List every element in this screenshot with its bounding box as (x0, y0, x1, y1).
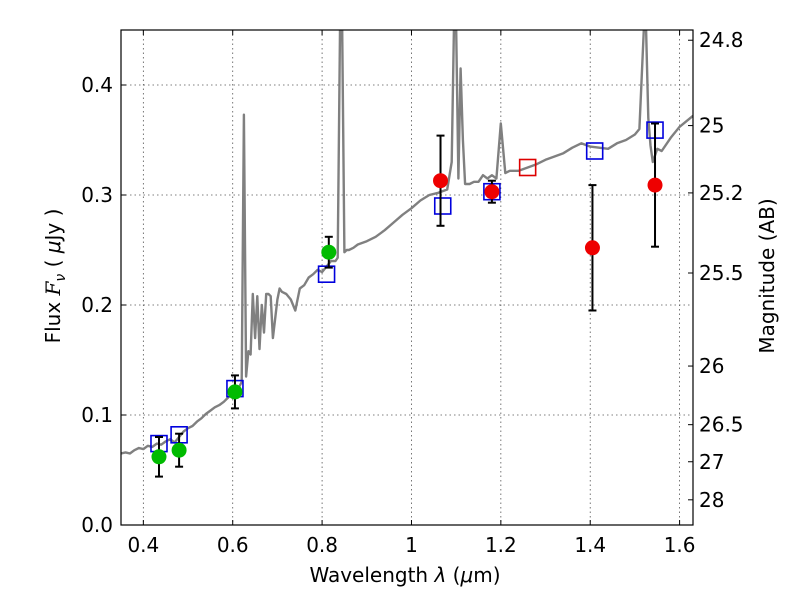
y-tick-label: 0.0 (81, 513, 113, 537)
photometry-point (433, 173, 449, 189)
y-axis-label-prefix: Flux (41, 295, 65, 343)
x-tick-label: 0.6 (217, 533, 249, 557)
y2-tick-label: 26.5 (699, 413, 744, 437)
y2-tick-label: 25.2 (699, 181, 744, 205)
y-axis-label-mu: μ (41, 240, 65, 254)
x-tick-label: 1.6 (664, 533, 696, 557)
model-photometry-square (585, 142, 604, 160)
photometry-point (151, 449, 167, 465)
photometry-point (227, 384, 243, 400)
y2-tick-label: 28 (699, 488, 724, 512)
y-axis-label-unit-open: ( (41, 253, 65, 274)
y2-tick-label: 27 (699, 450, 724, 474)
photometry-point (321, 244, 337, 260)
y2-tick-label: 24.8 (699, 28, 744, 52)
photometry-point (584, 240, 600, 256)
x-axis-label-prefix: Wavelength (309, 563, 434, 587)
axes-ticks: 0.4 0.6 0.8 1 1.2 1.4 1.6 0.0 0.1 0.2 0.3 0.4 24.8 25… (81, 28, 743, 557)
photometry-point (647, 177, 663, 193)
y-tick-label: 0.3 (81, 183, 113, 207)
x-tick-label: 1.2 (485, 533, 517, 557)
x-axis-label-suffix: ( (446, 563, 460, 587)
y2-tick-label: 25.5 (699, 261, 744, 285)
y-tick-label: 0.1 (81, 403, 113, 427)
x-axis-label-mu: μ (459, 563, 473, 587)
x-axis-label-symbol: λ (433, 563, 446, 587)
model-photometry-square (518, 158, 537, 177)
y-tick-label: 0.4 (81, 73, 113, 97)
model-photometry-square (317, 265, 336, 284)
photometry-point (484, 184, 500, 200)
y-axis-label-symbol: F (41, 280, 65, 296)
y-tick-label: 0.2 (81, 293, 113, 317)
x-axis-label: Wavelength λ (μm) (309, 563, 500, 587)
x-axis-label-unit: m) (473, 563, 500, 587)
plot-frame (120, 29, 694, 526)
plot-area (121, 30, 693, 478)
model-photometry-square (433, 197, 452, 215)
x-tick-label: 0.8 (306, 533, 338, 557)
grid (121, 30, 693, 526)
x-tick-label: 0.4 (127, 533, 159, 557)
y2-tick-label: 25 (699, 114, 724, 138)
photometry-point (171, 442, 187, 458)
y-axis-label-subscript: ν (53, 274, 69, 282)
y2-tick-label: 26 (699, 354, 724, 378)
y-axis-label-unit: Jy ) (41, 209, 65, 243)
x-tick-label: 1.4 (574, 533, 606, 557)
x-tick-label: 1 (405, 533, 418, 557)
y-axis-label: Flux Fν ( μJy ) (41, 209, 69, 344)
spectrum-line (121, 30, 693, 455)
y2-axis-label: Magnitude (AB) (755, 198, 779, 353)
